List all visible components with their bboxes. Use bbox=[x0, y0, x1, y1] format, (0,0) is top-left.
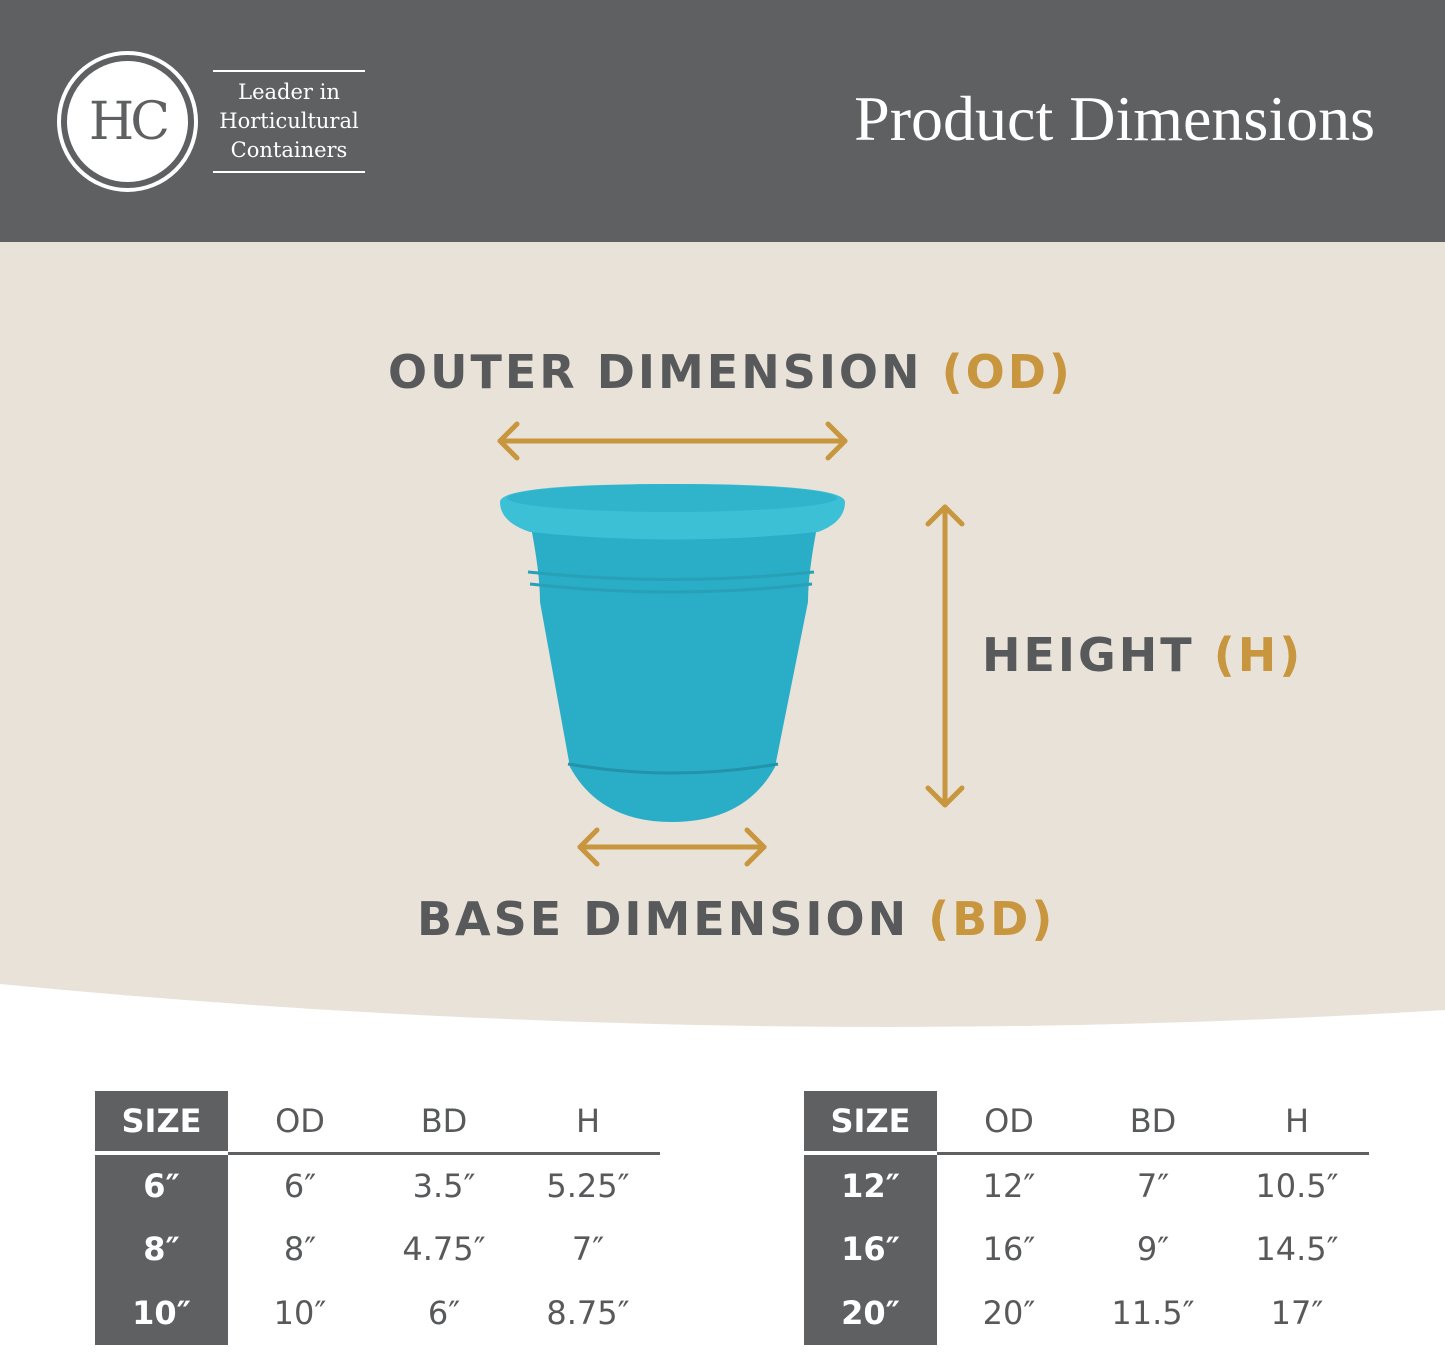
dimension-cell: 16″ bbox=[982, 1230, 1036, 1268]
dimension-cell: 9″ bbox=[1136, 1230, 1170, 1268]
dimension-cell: 14.5″ bbox=[1255, 1230, 1339, 1268]
logo-monogram: HC bbox=[67, 61, 188, 182]
dimension-cell: 8″ bbox=[283, 1230, 317, 1268]
table-row: 8″ 8″ 4.75″ 7″ bbox=[95, 1217, 660, 1281]
outer-dimension-label: OUTER DIMENSION (OD) bbox=[388, 345, 1073, 399]
header-h: H bbox=[1225, 1091, 1369, 1155]
brand-logo: HC bbox=[57, 51, 198, 192]
table-row: 6″ 6″ 3.5″ 5.25″ bbox=[95, 1153, 660, 1217]
header-bd: BD bbox=[372, 1091, 516, 1155]
table-row: 16″ 16″ 9″ 14.5″ bbox=[804, 1217, 1369, 1281]
header-banner: HC Leader in Horticultural Containers Pr… bbox=[0, 0, 1445, 242]
dimension-cell: 7″ bbox=[1136, 1166, 1170, 1205]
dimension-cell: 5.25″ bbox=[546, 1166, 630, 1205]
header-od: OD bbox=[937, 1091, 1081, 1155]
size-cell: 6″ bbox=[95, 1153, 228, 1217]
height-label: HEIGHT (H) bbox=[982, 628, 1304, 682]
diagram-background bbox=[0, 242, 1445, 1027]
table-row: 20″ 20″ 11.5″ 17″ bbox=[804, 1281, 1369, 1345]
dimension-cell: 6″ bbox=[427, 1294, 461, 1332]
size-cell: 10″ bbox=[95, 1281, 228, 1345]
dimension-cell: 3.5″ bbox=[412, 1166, 476, 1205]
size-table-small: SIZE OD BD H 6″ 6″ 3.5″ 5.25″ 8″ 8″ 4.75″ 7″ 1… bbox=[95, 1091, 660, 1345]
height-arrow-icon bbox=[925, 504, 965, 808]
size-table-large: SIZE OD BD H 12″ 12″ 7″ 10.5″ 16″ 16″ 9″ 14.5″… bbox=[804, 1091, 1369, 1345]
page-title: Product Dimensions bbox=[854, 83, 1375, 154]
header-h: H bbox=[516, 1091, 660, 1155]
base-dimension-label: BASE DIMENSION (BD) bbox=[417, 892, 1056, 946]
dimension-cell: 10″ bbox=[273, 1294, 327, 1332]
dimension-cell: 4.75″ bbox=[402, 1230, 486, 1268]
bd-arrow-icon bbox=[577, 827, 767, 867]
tagline-line: Horticultural bbox=[219, 109, 359, 133]
size-cell: 8″ bbox=[95, 1217, 228, 1281]
dimension-cell: 8.75″ bbox=[546, 1294, 630, 1332]
size-cell: 12″ bbox=[804, 1153, 937, 1217]
table-row: 12″ 12″ 7″ 10.5″ bbox=[804, 1153, 1369, 1217]
tagline-line: Leader in bbox=[238, 80, 340, 104]
dimension-cell: 10.5″ bbox=[1255, 1166, 1339, 1205]
dimension-cell: 11.5″ bbox=[1111, 1294, 1195, 1332]
header-size: SIZE bbox=[804, 1091, 937, 1155]
dimension-cell: 20″ bbox=[982, 1294, 1036, 1332]
pot-image bbox=[500, 484, 845, 822]
header-bd: BD bbox=[1081, 1091, 1225, 1155]
dimension-cell: 12″ bbox=[982, 1166, 1036, 1205]
tagline-line: Containers bbox=[230, 138, 348, 162]
table-row: 10″ 10″ 6″ 8.75″ bbox=[95, 1281, 660, 1345]
size-cell: 16″ bbox=[804, 1217, 937, 1281]
header-od: OD bbox=[228, 1091, 372, 1155]
header-size: SIZE bbox=[95, 1091, 228, 1155]
dimension-cell: 17″ bbox=[1270, 1294, 1324, 1332]
dimension-cell: 7″ bbox=[571, 1230, 605, 1268]
brand-tagline: Leader in Horticultural Containers bbox=[213, 70, 365, 173]
dimension-cell: 6″ bbox=[283, 1166, 317, 1205]
size-cell: 20″ bbox=[804, 1281, 937, 1345]
od-arrow-icon bbox=[497, 421, 848, 461]
